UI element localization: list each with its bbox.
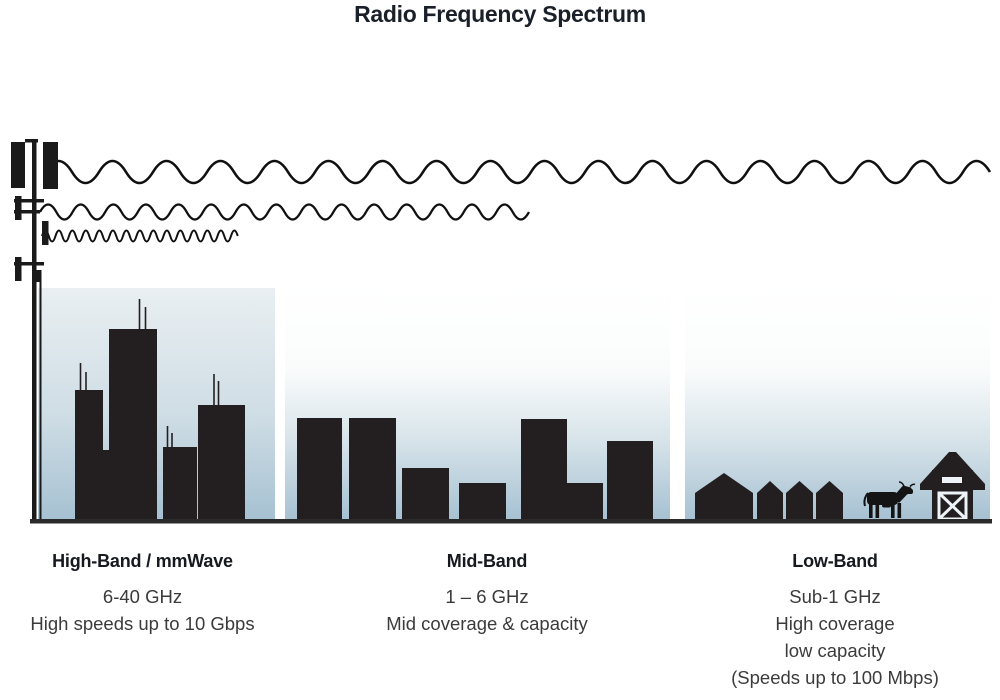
low-band-label: Low-Band Sub-1 GHz High coverage low cap… bbox=[685, 551, 985, 691]
high-band-label: High-Band / mmWave 6-40 GHz High speeds … bbox=[20, 551, 265, 637]
skyscraper bbox=[75, 390, 103, 520]
mid-band-description: 1 – 6 GHz Mid coverage & capacity bbox=[337, 583, 637, 637]
low-band-description: Sub-1 GHz High coverage low capacity (Sp… bbox=[685, 583, 985, 691]
cell-tower-icon bbox=[11, 139, 58, 522]
mid-band-coverage: Mid coverage & capacity bbox=[386, 613, 588, 634]
barn-roof bbox=[920, 452, 985, 490]
low-building bbox=[163, 447, 197, 520]
high-band-frequency: 6-40 GHz bbox=[102, 586, 183, 607]
low-band-capacity: low capacity bbox=[784, 640, 886, 661]
mid-band-label: Mid-Band 1 – 6 GHz Mid coverage & capaci… bbox=[337, 551, 637, 637]
rural-houses-icon bbox=[695, 473, 843, 520]
city-skyline-icon bbox=[75, 299, 245, 520]
high-band-name: High-Band / mmWave bbox=[52, 551, 233, 571]
low-band-long-wavelength-wave-icon bbox=[43, 159, 992, 185]
low-building bbox=[103, 450, 110, 520]
house bbox=[816, 481, 843, 520]
barn-icon bbox=[920, 452, 985, 521]
low-band-frequency: Sub-1 GHz bbox=[789, 586, 881, 607]
mid-rise-buildings-icon bbox=[297, 418, 653, 520]
low-band-coverage: High coverage bbox=[775, 613, 895, 634]
house bbox=[786, 481, 813, 520]
mid-band-medium-wavelength-wave-icon bbox=[38, 203, 531, 221]
skyscraper bbox=[109, 329, 157, 520]
house bbox=[695, 473, 753, 520]
rooftop-antennas bbox=[79, 299, 220, 447]
skyscraper bbox=[198, 405, 245, 520]
mid-band-frequency: 1 – 6 GHz bbox=[445, 586, 529, 607]
barn-loft-vent bbox=[942, 477, 962, 483]
page-title: Radio Frequency Spectrum bbox=[354, 1, 646, 27]
low-band-speed: (Speeds up to 100 Mbps) bbox=[731, 667, 939, 688]
high-band-description: 6-40 GHz High speeds up to 10 Gbps bbox=[20, 583, 265, 637]
ground-line bbox=[30, 519, 992, 524]
high-band-short-wavelength-wave-icon bbox=[41, 229, 239, 243]
cow-icon bbox=[863, 481, 916, 518]
low-band-name: Low-Band bbox=[792, 551, 878, 571]
house bbox=[757, 481, 783, 520]
high-band-speed: High speeds up to 10 Gbps bbox=[30, 613, 255, 634]
mid-band-name: Mid-Band bbox=[446, 551, 528, 571]
